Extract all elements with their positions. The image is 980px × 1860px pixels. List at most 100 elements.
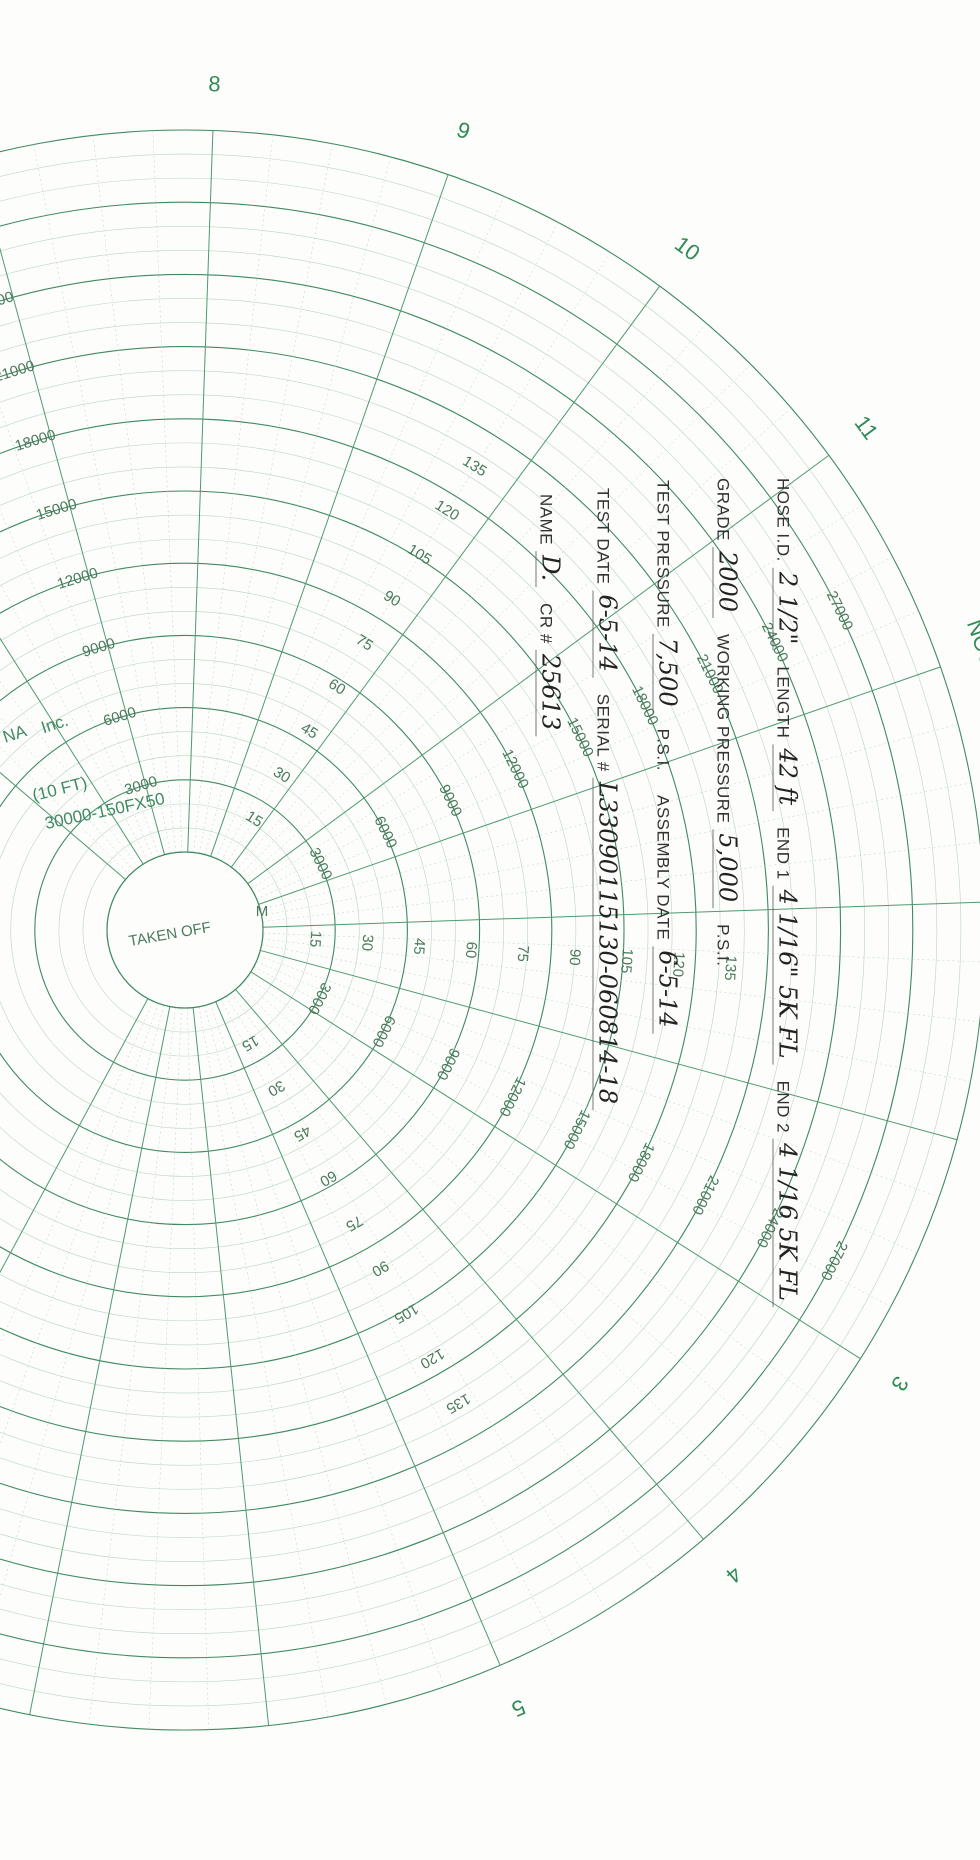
minute-line	[243, 980, 789, 1456]
hour-line	[230, 285, 661, 868]
hour-line	[260, 949, 958, 1141]
pressure-ring	[0, 659, 456, 1201]
pressure-ring	[34, 779, 336, 1081]
minute-line	[0, 1005, 165, 1599]
hour-line	[258, 666, 941, 905]
minute-line	[187, 1007, 209, 1730]
field-label: END 1	[774, 827, 793, 880]
minute-label: 60	[325, 675, 348, 698]
chart-grid	[0, 129, 980, 1731]
minute-line	[261, 944, 971, 1082]
minute-line	[204, 1005, 387, 1705]
minute-line	[239, 364, 751, 876]
pressure-ring	[0, 322, 793, 1538]
hour-label: 8	[208, 71, 221, 96]
pressure-ring	[82, 827, 288, 1033]
minute-line	[262, 932, 980, 963]
minute-line	[215, 196, 505, 859]
minute-label: 30	[265, 1077, 288, 1100]
pressure-ring	[0, 250, 865, 1610]
field-label: TEST DATE	[594, 488, 613, 584]
hour-line	[187, 130, 214, 853]
minute-line	[33, 144, 171, 854]
minute-label: 60	[317, 1167, 340, 1190]
minute-line	[261, 782, 972, 916]
pressure-ring	[10, 755, 360, 1105]
minute-label: 90	[566, 948, 584, 966]
minute-line	[210, 1003, 445, 1687]
minute-label: 30	[358, 934, 376, 952]
pressure-ring	[0, 538, 577, 1322]
pressure-ring	[0, 707, 408, 1153]
minute-line	[256, 961, 918, 1254]
pressure-ring	[0, 226, 889, 1634]
pressure-ring	[0, 466, 649, 1394]
field-value: 2 1/2"	[774, 571, 802, 645]
hour-line	[250, 971, 861, 1360]
minute-line	[0, 746, 130, 876]
pressure-ring	[0, 611, 504, 1249]
minute-line	[225, 996, 607, 1611]
field-label: CR #	[537, 603, 556, 644]
field-label: NAME	[537, 494, 556, 545]
minute-line	[204, 156, 391, 855]
field-value: 25613	[537, 653, 565, 730]
field-value: 6-5-14	[654, 950, 682, 1027]
minute-label: 45	[410, 937, 428, 955]
minute-line	[198, 1006, 329, 1718]
minute-label: 90	[380, 587, 403, 610]
hour-line	[192, 1007, 270, 1726]
minute-line	[256, 610, 919, 900]
form-row: NAME D. CR # 25613	[535, 494, 565, 737]
pressure-ring	[0, 490, 625, 1370]
pressure-ring	[0, 274, 841, 1586]
minute-label: 45	[298, 719, 321, 742]
minute-line	[193, 134, 274, 853]
minute-line	[148, 1007, 182, 1730]
pressure-ring	[0, 346, 769, 1514]
hour-line	[0, 771, 126, 880]
minute-line	[235, 323, 707, 872]
field-value: D.	[537, 554, 565, 581]
minute-label: 75	[353, 631, 376, 654]
form-row: TEST DATE 6-5-14 SERIAL # L33090115130-0608…	[592, 488, 622, 1111]
minute-label: 135	[721, 955, 740, 981]
pressure-ring	[0, 418, 697, 1442]
minute-line	[0, 1003, 159, 1445]
minute-label: 15	[239, 1032, 262, 1055]
minute-line	[0, 509, 154, 859]
test-form: HOSE I.D. 2 1/2" LENGTH 42 ft END 1 4 1/16" 5…	[535, 478, 802, 1307]
minute-line	[221, 222, 559, 862]
pressure-ring	[0, 370, 745, 1490]
minute-line	[247, 976, 827, 1409]
minute-line	[220, 999, 555, 1640]
minute-line	[0, 716, 135, 872]
pressure-ring	[58, 803, 312, 1057]
hour-line	[29, 1006, 171, 1715]
minute-line	[250, 504, 863, 889]
field-label: GRADE	[714, 478, 733, 541]
field-value: 7,500	[654, 638, 682, 707]
minute-line	[0, 681, 139, 868]
minute-line	[258, 955, 940, 1198]
minute-label: 30	[270, 764, 293, 787]
field-value: 5,000	[714, 833, 742, 902]
pressure-ring	[0, 634, 481, 1226]
minute-line	[226, 252, 611, 865]
pressure-ring	[0, 201, 914, 1659]
field-label: TEST PRESSURE	[654, 480, 673, 628]
minute-line	[260, 724, 959, 911]
pressure-ring	[0, 394, 721, 1466]
hour-line	[262, 901, 980, 928]
field-label: P.S.I.	[714, 924, 733, 966]
pressure-ring	[0, 442, 673, 1418]
minute-label: 120	[669, 951, 688, 977]
minute-line	[239, 985, 748, 1499]
pressure-ring	[0, 298, 817, 1562]
form-row: GRADE 2000 WORKING PRESSURE 5,000 P.S.I.	[712, 478, 742, 967]
minute-line	[199, 143, 333, 854]
minute-label: 15	[306, 930, 324, 948]
minute-line	[0, 406, 160, 857]
minute-label: 90	[369, 1257, 392, 1280]
minute-line	[152, 130, 183, 853]
